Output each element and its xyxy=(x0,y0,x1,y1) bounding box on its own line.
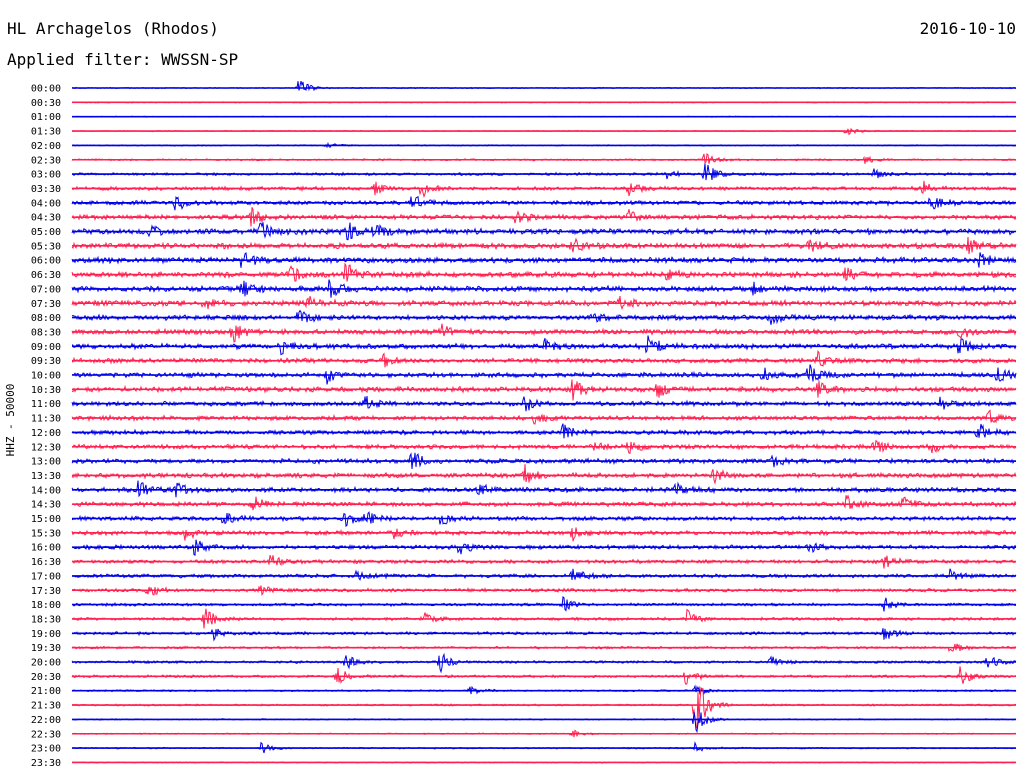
time-label: 15:30 xyxy=(31,528,61,539)
time-label: 01:00 xyxy=(31,112,61,123)
trace-line xyxy=(71,712,1017,733)
time-label: 09:30 xyxy=(31,356,61,367)
trace-line xyxy=(71,480,1017,498)
time-label: 22:00 xyxy=(31,715,61,726)
time-label: 16:30 xyxy=(31,557,61,568)
time-label: 12:00 xyxy=(31,428,61,439)
time-label: 17:00 xyxy=(31,571,61,582)
time-label: 10:30 xyxy=(31,385,61,396)
time-label: 06:30 xyxy=(31,270,61,281)
time-label: 00:30 xyxy=(31,98,61,109)
trace-group xyxy=(71,80,1017,764)
time-label: 00:00 xyxy=(31,84,61,95)
trace-line xyxy=(71,335,1017,356)
time-label: 13:00 xyxy=(31,457,61,468)
time-label: 03:30 xyxy=(31,184,61,195)
trace-line xyxy=(71,527,1017,542)
time-label: 02:30 xyxy=(31,155,61,166)
time-label: 17:30 xyxy=(31,586,61,597)
time-label: 10:00 xyxy=(31,371,61,382)
time-label: 14:30 xyxy=(31,500,61,511)
time-label: 20:00 xyxy=(31,658,61,669)
filter-label: Applied filter: WWSSN-SP xyxy=(7,50,239,69)
time-label: 22:30 xyxy=(31,729,61,740)
trace-line xyxy=(71,262,1017,282)
trace-line xyxy=(71,80,1017,92)
time-label: 07:30 xyxy=(31,299,61,310)
time-label: 02:00 xyxy=(31,141,61,152)
time-label: 21:00 xyxy=(31,686,61,697)
trace-line xyxy=(71,686,1017,729)
record-date: 2016-10-10 xyxy=(919,19,1016,38)
time-label: 06:00 xyxy=(31,256,61,267)
time-label: 18:30 xyxy=(31,614,61,625)
time-label: 05:30 xyxy=(31,241,61,252)
time-label: 16:00 xyxy=(31,543,61,554)
time-label: 18:00 xyxy=(31,600,61,611)
trace-line xyxy=(71,349,1017,368)
time-label: 13:30 xyxy=(31,471,61,482)
time-label: 14:00 xyxy=(31,485,61,496)
trace-line xyxy=(71,652,1017,674)
trace-line xyxy=(71,409,1017,425)
time-label: 04:00 xyxy=(31,198,61,209)
time-label: 05:00 xyxy=(31,227,61,238)
trace-line xyxy=(71,464,1017,485)
time-label: 04:30 xyxy=(31,213,61,224)
time-label: 20:30 xyxy=(31,672,61,683)
time-label: 15:00 xyxy=(31,514,61,525)
time-label: 19:00 xyxy=(31,629,61,640)
time-label: 07:00 xyxy=(31,284,61,295)
time-label-group: 00:00 00:30 01:00 01:30 02:00 02:30 03:00 03:30… xyxy=(31,84,61,769)
time-label: 08:30 xyxy=(31,327,61,338)
trace-line xyxy=(71,494,1017,511)
trace-line xyxy=(71,423,1017,439)
time-label: 21:30 xyxy=(31,701,61,712)
trace-line xyxy=(71,568,1017,581)
trace-line xyxy=(71,666,1017,686)
trace-line xyxy=(71,323,1017,343)
time-label: 01:30 xyxy=(31,127,61,138)
trace-line xyxy=(71,152,1017,164)
time-label: 19:30 xyxy=(31,643,61,654)
time-label: 09:00 xyxy=(31,342,61,353)
trace-line xyxy=(71,163,1017,181)
time-label: 12:30 xyxy=(31,442,61,453)
time-label: 23:00 xyxy=(31,744,61,755)
time-label: 03:00 xyxy=(31,170,61,181)
station-title: HL Archagelos (Rhodos) xyxy=(7,19,219,38)
trace-line xyxy=(71,222,1017,241)
time-label: 11:00 xyxy=(31,399,61,410)
time-label: 08:00 xyxy=(31,313,61,324)
time-label: 23:30 xyxy=(31,758,61,769)
time-label: 11:30 xyxy=(31,414,61,425)
